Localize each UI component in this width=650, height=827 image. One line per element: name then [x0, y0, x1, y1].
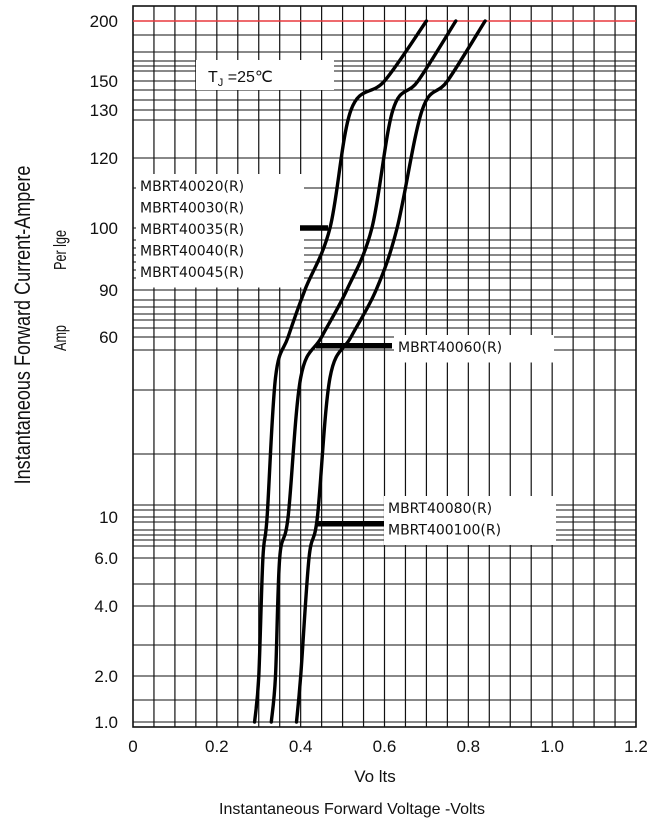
- x-axis-title: Instantaneous Forward Voltage -Volts: [219, 801, 485, 818]
- x-tick-label: 0.8: [457, 737, 481, 756]
- series-curve-2: [269, 19, 458, 724]
- y-tick-label: 6.0: [94, 549, 118, 568]
- grid: [132, 5, 637, 728]
- x-tick-label: 0.6: [373, 737, 397, 756]
- y-axis-subtitle-per-leg: Per lge: [51, 230, 71, 270]
- y-tick-label-bg: [70, 547, 122, 567]
- series-label-box: [136, 174, 304, 288]
- series-label: MBRT40060(R): [398, 340, 502, 356]
- series-label: MBRT40030(R): [140, 201, 244, 217]
- series-label: MBRT400100(R): [388, 523, 501, 539]
- y-tick-label-bg: [70, 99, 122, 119]
- y-tick-label: 60: [99, 328, 118, 347]
- y-axis-subtitle-amp: Amp: [51, 325, 71, 351]
- y-tick-label: 4.0: [94, 597, 118, 616]
- series-label: MBRT40045(R): [140, 265, 244, 281]
- annotation-text: TJ =25℃: [208, 69, 273, 89]
- series-label: MBRT40020(R): [140, 179, 244, 195]
- y-tick-label-bg: [70, 595, 122, 615]
- y-tick-label-bg: [70, 665, 122, 685]
- temperature-annotation: TJ =25℃: [196, 60, 334, 90]
- series-label: MBRT40035(R): [140, 222, 244, 238]
- y-tick-label-bg: [70, 711, 122, 731]
- y-tick-label-bg: [70, 217, 122, 237]
- series-label: MBRT40080(R): [388, 501, 492, 517]
- y-tick-label: 2.0: [94, 667, 118, 686]
- y-tick-label: 90: [99, 281, 118, 300]
- y-tick-label: 10: [99, 508, 118, 527]
- y-tick-label: 150: [90, 72, 118, 91]
- y-tick-label: 100: [90, 219, 118, 238]
- x-axis-label-upper: Vo lts: [354, 767, 396, 786]
- x-tick-label: 0.2: [205, 737, 229, 756]
- y-axis-title: Instantaneous Forward Current-Ampere: [11, 166, 35, 485]
- y-tick-label: 1.0: [94, 713, 118, 732]
- y-tick-label: 130: [90, 101, 118, 120]
- series-label-box: [384, 496, 556, 545]
- y-tick-label-bg: [70, 506, 122, 526]
- series-labels: MBRT40020(R) MBRT40030(R) MBRT40035(R) MBRT…: [136, 174, 556, 545]
- y-tick-label-bg: [70, 147, 122, 167]
- series-curve-3: [294, 19, 487, 724]
- y-tick-label-bg: [70, 70, 122, 90]
- series-label: MBRT40040(R): [140, 244, 244, 260]
- series-curve-1: [252, 19, 429, 724]
- x-tick-label: 1.2: [624, 737, 648, 756]
- y-tick-label-bg: [70, 279, 122, 299]
- x-tick-label: 0: [128, 737, 137, 756]
- y-tick-label-bg: [70, 10, 122, 30]
- curves: [252, 19, 487, 724]
- y-tick-label: 200: [90, 12, 118, 31]
- y-tick-label-bg: [70, 326, 122, 346]
- ticks: 0 0.2 0.4 0.6 0.8 1.0 1.2 1.0 2.0 4.0 6.0 10 60 90 100…: [70, 10, 648, 756]
- y-tick-label: 120: [90, 149, 118, 168]
- x-tick-label: 0.4: [289, 737, 313, 756]
- series-label-box: [394, 335, 554, 363]
- x-tick-label: 1.0: [540, 737, 564, 756]
- annotation-box: [196, 60, 334, 90]
